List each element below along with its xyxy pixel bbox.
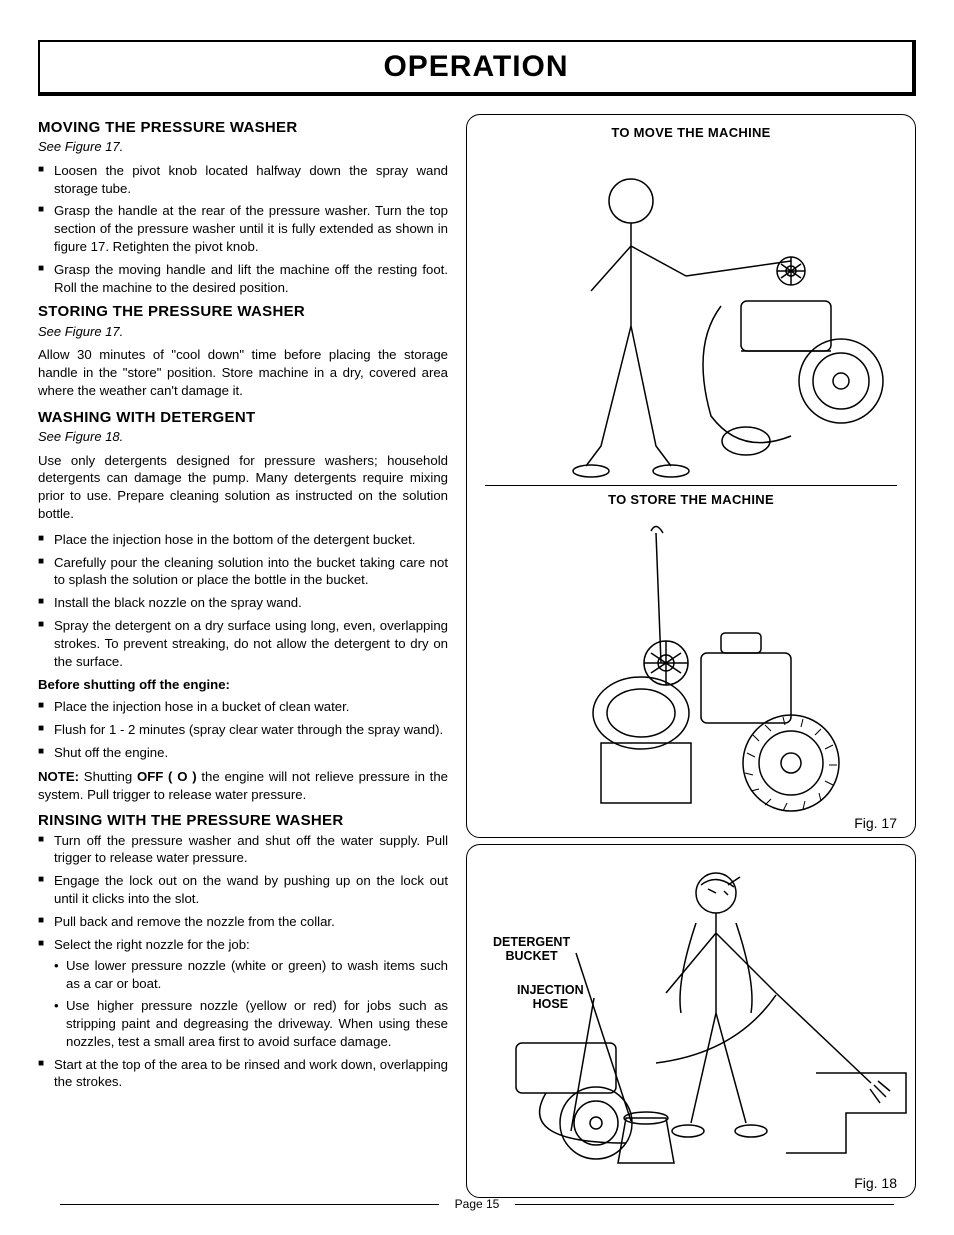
para-washing-intro: Use only detergents designed for pressur… — [38, 452, 448, 523]
see-figure-washing: See Figure 18. — [38, 428, 448, 446]
callout-text: INJECTIONHOSE — [517, 983, 584, 1011]
list-item: Shut off the engine. — [38, 744, 448, 762]
fig17-sub2: TO STORE THE MACHINE — [475, 492, 907, 507]
page-footer: Page 15 — [0, 1197, 954, 1211]
note-para: NOTE: Shutting OFF ( O ) the engine will… — [38, 768, 448, 804]
list-item: Start at the top of the area to be rinse… — [38, 1056, 448, 1092]
text-column: MOVING THE PRESSURE WASHER See Figure 17… — [38, 114, 448, 1097]
fig17-illustration-move — [475, 146, 907, 481]
fig17-sub1: TO MOVE THE MACHINE — [475, 125, 907, 140]
heading-moving: MOVING THE PRESSURE WASHER — [38, 118, 448, 138]
fig-divider — [485, 485, 897, 486]
sub-list: Use lower pressure nozzle (white or gree… — [54, 957, 448, 1050]
list-item: Turn off the pressure washer and shut of… — [38, 832, 448, 868]
section-title-box: OPERATION — [38, 40, 916, 96]
note-mid: Shutting — [79, 769, 137, 784]
heading-washing: WASHING WITH DETERGENT — [38, 408, 448, 428]
fig17-caption: Fig. 17 — [475, 813, 907, 833]
list-item: Place the injection hose in the bottom o… — [38, 531, 448, 549]
para-storing: Allow 30 minutes of "cool down" time bef… — [38, 346, 448, 399]
list-item: Loosen the pivot knob located halfway do… — [38, 162, 448, 198]
see-figure-moving: See Figure 17. — [38, 138, 448, 156]
illustration-store-icon — [475, 513, 907, 813]
fig18-caption: Fig. 18 — [475, 1173, 907, 1193]
note-bold: OFF ( O ) — [137, 769, 197, 784]
fig18-illustration: DETERGENTBUCKET INJECTIONHOSE — [475, 853, 907, 1173]
list-item: Carefully pour the cleaning solution int… — [38, 554, 448, 590]
list-moving: Loosen the pivot knob located halfway do… — [38, 162, 448, 297]
list-item: Grasp the handle at the rear of the pres… — [38, 202, 448, 255]
illustration-move-icon — [475, 146, 907, 481]
heading-rinsing: RINSING WITH THE PRESSURE WASHER — [38, 811, 448, 831]
heading-storing: STORING THE PRESSURE WASHER — [38, 302, 448, 322]
list-item: Spray the detergent on a dry surface usi… — [38, 617, 448, 670]
callout-text: DETERGENTBUCKET — [493, 935, 570, 963]
list-item: Engage the lock out on the wand by pushi… — [38, 872, 448, 908]
list-item: Flush for 1 - 2 minutes (spray clear wat… — [38, 721, 448, 739]
list-item: Install the black nozzle on the spray wa… — [38, 594, 448, 612]
list-item: Grasp the moving handle and lift the mac… — [38, 261, 448, 297]
list-washing: Place the injection hose in the bottom o… — [38, 531, 448, 671]
list-rinsing: Turn off the pressure washer and shut of… — [38, 832, 448, 1092]
see-figure-storing: See Figure 17. — [38, 323, 448, 341]
note-label: NOTE: — [38, 769, 79, 784]
figure-17: TO MOVE THE MACHINE — [466, 114, 916, 838]
footer-rule-right — [515, 1204, 894, 1205]
list-item: Select the right nozzle for the job: Use… — [38, 936, 448, 1051]
fig17-illustration-store — [475, 513, 907, 813]
page-title: OPERATION — [40, 50, 912, 84]
footer-rule-left — [60, 1204, 439, 1205]
page-number: Page 15 — [449, 1197, 506, 1211]
list-item-text: Select the right nozzle for the job: — [54, 937, 250, 952]
illustration-detergent-icon — [475, 853, 907, 1173]
sub-list-item: Use lower pressure nozzle (white or gree… — [54, 957, 448, 993]
before-heading: Before shutting off the engine: — [38, 676, 448, 694]
list-item: Place the injection hose in a bucket of … — [38, 698, 448, 716]
figure-18: DETERGENTBUCKET INJECTIONHOSE Fig. 18 — [466, 844, 916, 1198]
callout-detergent-bucket: DETERGENTBUCKET — [493, 935, 570, 964]
sub-list-item: Use higher pressure nozzle (yellow or re… — [54, 997, 448, 1050]
callout-injection-hose: INJECTIONHOSE — [517, 983, 584, 1012]
list-before: Place the injection hose in a bucket of … — [38, 698, 448, 761]
list-item: Pull back and remove the nozzle from the… — [38, 913, 448, 931]
figure-column: TO MOVE THE MACHINE — [466, 114, 916, 1198]
